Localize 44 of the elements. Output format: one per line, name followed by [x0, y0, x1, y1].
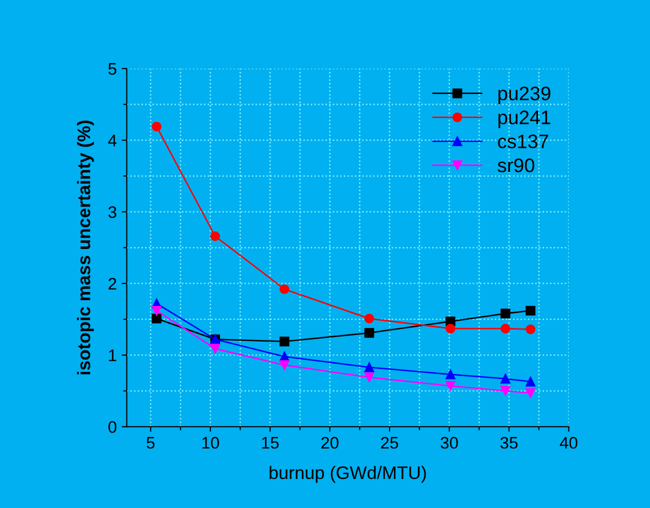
point [500, 324, 510, 334]
x-axis-title: burnup (GWd/MTU) [270, 466, 426, 483]
point [210, 231, 220, 242]
x-tick-label: 15 [262, 437, 279, 449]
point [152, 306, 162, 316]
point [364, 372, 374, 382]
x-tick-label: 35 [500, 436, 518, 449]
point [364, 314, 374, 324]
point [500, 308, 510, 318]
y-tick-label: 5 [108, 63, 116, 75]
point [152, 314, 162, 324]
y-tick-label: 3 [108, 206, 116, 218]
point [280, 360, 290, 370]
point [280, 352, 290, 362]
point [446, 370, 456, 380]
point [152, 122, 162, 132]
point [526, 376, 536, 386]
point [280, 284, 290, 294]
x-tick-label: 30 [440, 436, 458, 449]
y-tick-label: 1 [109, 350, 116, 362]
point [446, 324, 456, 334]
point [280, 336, 290, 346]
point [364, 362, 374, 372]
point [500, 386, 510, 396]
legend-label: pu241 [498, 110, 550, 128]
point [526, 306, 536, 316]
point [500, 374, 510, 384]
legend-label: pu239 [498, 86, 550, 104]
point [210, 344, 220, 354]
legend-label: cs137 [498, 134, 548, 148]
point [526, 324, 536, 334]
y-axis-title: isotopic mass uncertainty (%) [77, 120, 94, 374]
legend-label: sr90 [498, 158, 534, 172]
x-tick-label: 5 [146, 437, 155, 449]
point [364, 328, 374, 338]
x-tick-label: 25 [381, 436, 398, 449]
x-tick-label: 40 [560, 436, 578, 449]
point [446, 381, 456, 391]
y-tick-label: 4 [108, 134, 117, 146]
y-tick-label: 0 [108, 421, 116, 433]
point [526, 388, 536, 398]
x-tick-label: 10 [202, 436, 219, 449]
x-tick-label: 20 [321, 436, 338, 449]
y-tick-label: 2 [108, 278, 116, 290]
